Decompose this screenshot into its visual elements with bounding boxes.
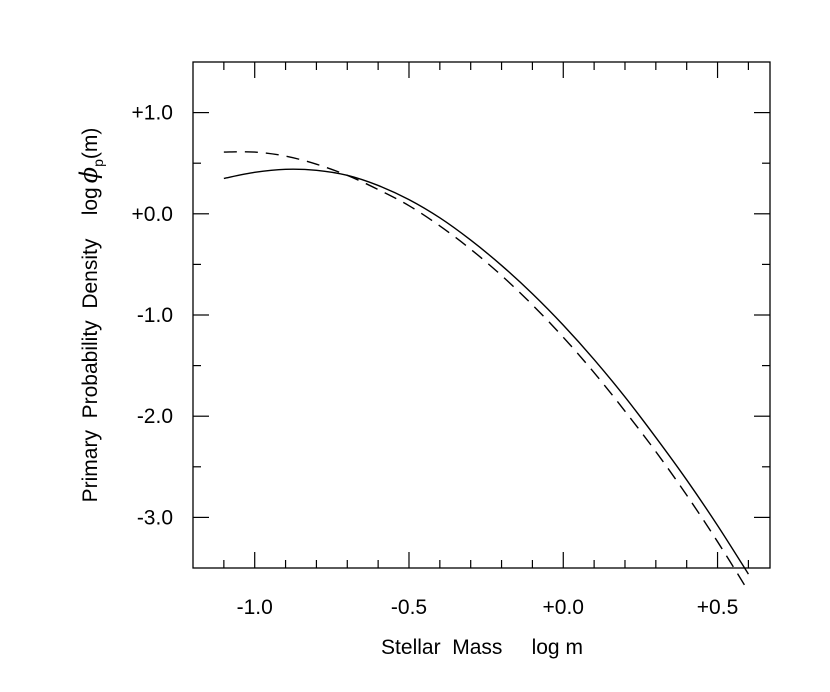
y-axis-title: Primary Probability Density log ϕp(m) — [75, 128, 106, 503]
series-line-solid — [223, 168, 749, 575]
y-tick-label: -2.0 — [137, 405, 173, 428]
x-tick-label: -1.0 — [237, 596, 273, 619]
y-tick-label: +1.0 — [132, 102, 173, 125]
y-axis-title-text: Primary Probability Density log — [79, 187, 102, 502]
plot-frame — [192, 61, 771, 569]
phi-subscript: p — [90, 159, 106, 167]
y-tick-label: +0.0 — [132, 203, 173, 226]
y-tick-label: -3.0 — [137, 506, 173, 529]
axis-ticks — [193, 62, 770, 568]
y-tick-label: -1.0 — [137, 304, 173, 327]
series-layer — [223, 151, 749, 592]
series-line-dashed — [223, 151, 749, 592]
x-tick-label: +0.5 — [697, 596, 738, 619]
phi-symbol: ϕ — [75, 167, 103, 183]
x-tick-label: +0.0 — [543, 596, 584, 619]
x-axis-title: Stellar Mass log m — [381, 636, 583, 659]
tick-labels: -1.0 -0.5 +0.0 +0.5 +1.0 +0.0 -1.0 -2.0 -3.0 — [132, 102, 739, 619]
y-axis-title-suffix: (m) — [79, 128, 102, 159]
x-tick-label: -0.5 — [391, 596, 427, 619]
